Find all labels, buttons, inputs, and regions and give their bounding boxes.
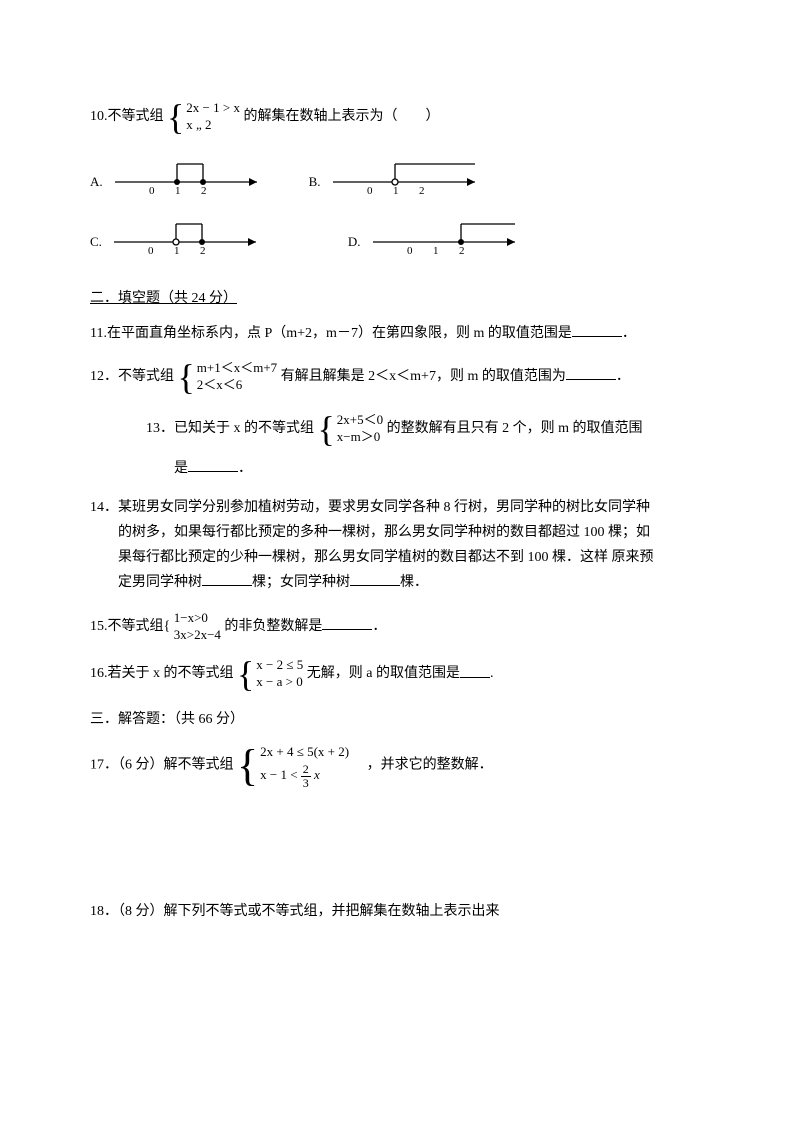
q16-period: . [490,667,494,682]
q12-mid: 有解且解集是 2＜x＜m+7，则 m 的取值范围为 [281,369,566,384]
q17-sys-l2: x − 1 < 2 3 x [260,763,349,789]
opt-b-label: B. [309,170,321,193]
q17-suffix: ，并求它的整数解． [353,758,493,773]
q13-blank [188,458,238,472]
q15-prefix: 15.不等式组{ [90,619,170,634]
svg-text:0: 0 [149,185,155,194]
opt-a: A. 0 1 2 [90,148,269,194]
svg-text:1: 1 [393,185,399,194]
section3-head: 三．解答题：（共 66 分） [90,707,704,732]
brace-icon: { [237,746,258,786]
numberline-d-icon: 0 1 2 [367,208,527,254]
q13-suffix: 的整数解有且只有 2 个，则 m 的取值范围 [387,421,643,436]
q15-sys-l1: 1−x>0 [174,610,221,627]
q17: 17．（6 分）解不等式组 { 2x + 4 ≤ 5(x + 2) x − 1 … [90,742,704,789]
brace-icon: { [178,361,195,393]
numberline-b-icon: 0 1 2 [327,148,487,194]
q10-prefix: 10.不等式组 [90,109,164,124]
brace-icon: { [318,413,335,445]
q15-sys-l2: 3x>2x−4 [174,627,221,644]
svg-text:2: 2 [459,245,465,254]
q12-sys-l1: m+1＜x＜m+7 [197,360,277,377]
q10-options: A. 0 1 2 B. 0 1 2 C. [90,148,704,268]
opt-c-label: C. [90,230,102,253]
q15-suffix: 的非负整数解是 [224,619,322,634]
q12-prefix: 12．不等式组 [90,369,174,384]
opt-b: B. 0 1 2 [309,148,487,194]
opt-d-label: D. [348,230,361,253]
q16-system: { x − 2 ≤ 5 x − a > 0 [237,657,303,691]
q13-sys-l2: x−m＞0 [337,429,383,446]
q15-blank [322,616,372,630]
svg-text:2: 2 [201,185,207,194]
opt-d: D. 0 1 2 [348,208,527,254]
q10-system: { 2x − 1 > x x „ 2 [167,100,240,134]
q10-suffix: 的解集在数轴上表示为（ ） [243,109,439,124]
brace-icon: { [167,101,184,133]
q13-system: { 2x+5＜0 x−m＞0 [318,412,384,446]
svg-text:2: 2 [200,245,206,254]
q11-blank [572,323,622,337]
q16-sys-l2: x − a > 0 [256,674,303,691]
svg-text:0: 0 [148,245,154,254]
svg-text:0: 0 [407,245,413,254]
svg-text:1: 1 [174,245,180,254]
q14-l4b: 棵；女同学种树 [252,575,350,590]
q16-prefix: 16.若关于 x 的不等式组 [90,667,234,682]
q14-l4a: 定男同学种树 [118,575,202,590]
q10-sys-l2: x „ 2 [186,117,240,134]
numberline-c-icon: 0 1 2 [108,208,268,254]
q14-l3: 果每行都比预定的少种一棵树，那么男女同学植树的数目都达不到 100 棵．这样 原… [90,545,704,570]
numberline-a-icon: 0 1 2 [109,148,269,194]
section2-head: 二．填空题（共 24 分） [90,286,704,311]
svg-text:0: 0 [367,185,373,194]
q14-blank2 [350,572,400,586]
q16-blank [460,664,490,678]
brace-icon: { [237,658,254,690]
q18: 18．（8 分）解下列不等式或不等式组，并把解集在数轴上表示出来 [90,899,704,924]
q13-prefix: 13．已知关于 x 的不等式组 [146,421,314,436]
q14-l1: 14．某班男女同学分别参加植树劳动，要求男女同学各种 8 行树，男同学种的树比女… [90,495,704,520]
q18-text: 18．（8 分）解下列不等式或不等式组，并把解集在数轴上表示出来 [90,904,500,919]
q12-blank [566,366,616,380]
q14: 14．某班男女同学分别参加植树劳动，要求男女同学各种 8 行树，男同学种的树比女… [90,495,704,596]
svg-text:1: 1 [433,245,439,254]
q12-sys-l2: 2＜x＜6 [197,377,277,394]
q13: 13．已知关于 x 的不等式组 { 2x+5＜0 x−m＞0 的整数解有且只有 … [90,412,704,481]
q10: 10.不等式组 { 2x − 1 > x x „ 2 的解集在数轴上表示为（ ） [90,100,704,134]
q17-prefix: 17．（6 分）解不等式组 [90,758,234,773]
fraction-icon: 2 3 [301,763,311,789]
q11-text: 11.在平面直角坐标系内，点 P（m+2，m－7）在第四象限，则 m 的取值范围… [90,326,572,341]
svg-text:1: 1 [175,185,181,194]
q13-sys-l1: 2x+5＜0 [337,412,383,429]
q17-system: { 2x + 4 ≤ 5(x + 2) x − 1 < 2 3 x [237,742,349,789]
q11: 11.在平面直角坐标系内，点 P（m+2，m－7）在第四象限，则 m 的取值范围… [90,321,704,346]
q13-period: ． [238,461,252,476]
q15: 15.不等式组{ 1−x>0 3x>2x−4 的非负整数解是 ． [90,610,704,644]
q12-system: { m+1＜x＜m+7 2＜x＜6 [178,360,278,394]
q13-line2: 是． [90,456,704,481]
q16-sys-l1: x − 2 ≤ 5 [256,657,303,674]
q14-blank1 [202,572,252,586]
q17-sys-l1: 2x + 4 ≤ 5(x + 2) [260,742,349,763]
q10-sys-l1: 2x − 1 > x [186,100,240,117]
q13-line1: 13．已知关于 x 的不等式组 { 2x+5＜0 x−m＞0 的整数解有且只有 … [90,412,704,446]
q15-system: 1−x>0 3x>2x−4 [174,610,221,644]
q16-suffix: 无解，则 a 的取值范围是 [307,667,460,682]
q11-period: ． [622,326,636,341]
q12-period: ． [616,369,630,384]
opt-a-label: A. [90,170,103,193]
q13-cont: 是 [174,461,188,476]
svg-text:2: 2 [419,185,425,194]
q14-l2: 的树多，如果每行都比预定的多种一棵树，那么男女同学种树的数目都超过 100 棵；… [90,520,704,545]
q12: 12．不等式组 { m+1＜x＜m+7 2＜x＜6 有解且解集是 2＜x＜m+7… [90,360,704,394]
q14-l4: 定男同学种树 棵；女同学种树 棵． [90,570,704,595]
q14-l4c: 棵． [400,575,428,590]
q15-period: ． [372,619,386,634]
opt-c: C. 0 1 2 [90,208,268,254]
q16: 16.若关于 x 的不等式组 { x − 2 ≤ 5 x − a > 0 无解，… [90,657,704,691]
